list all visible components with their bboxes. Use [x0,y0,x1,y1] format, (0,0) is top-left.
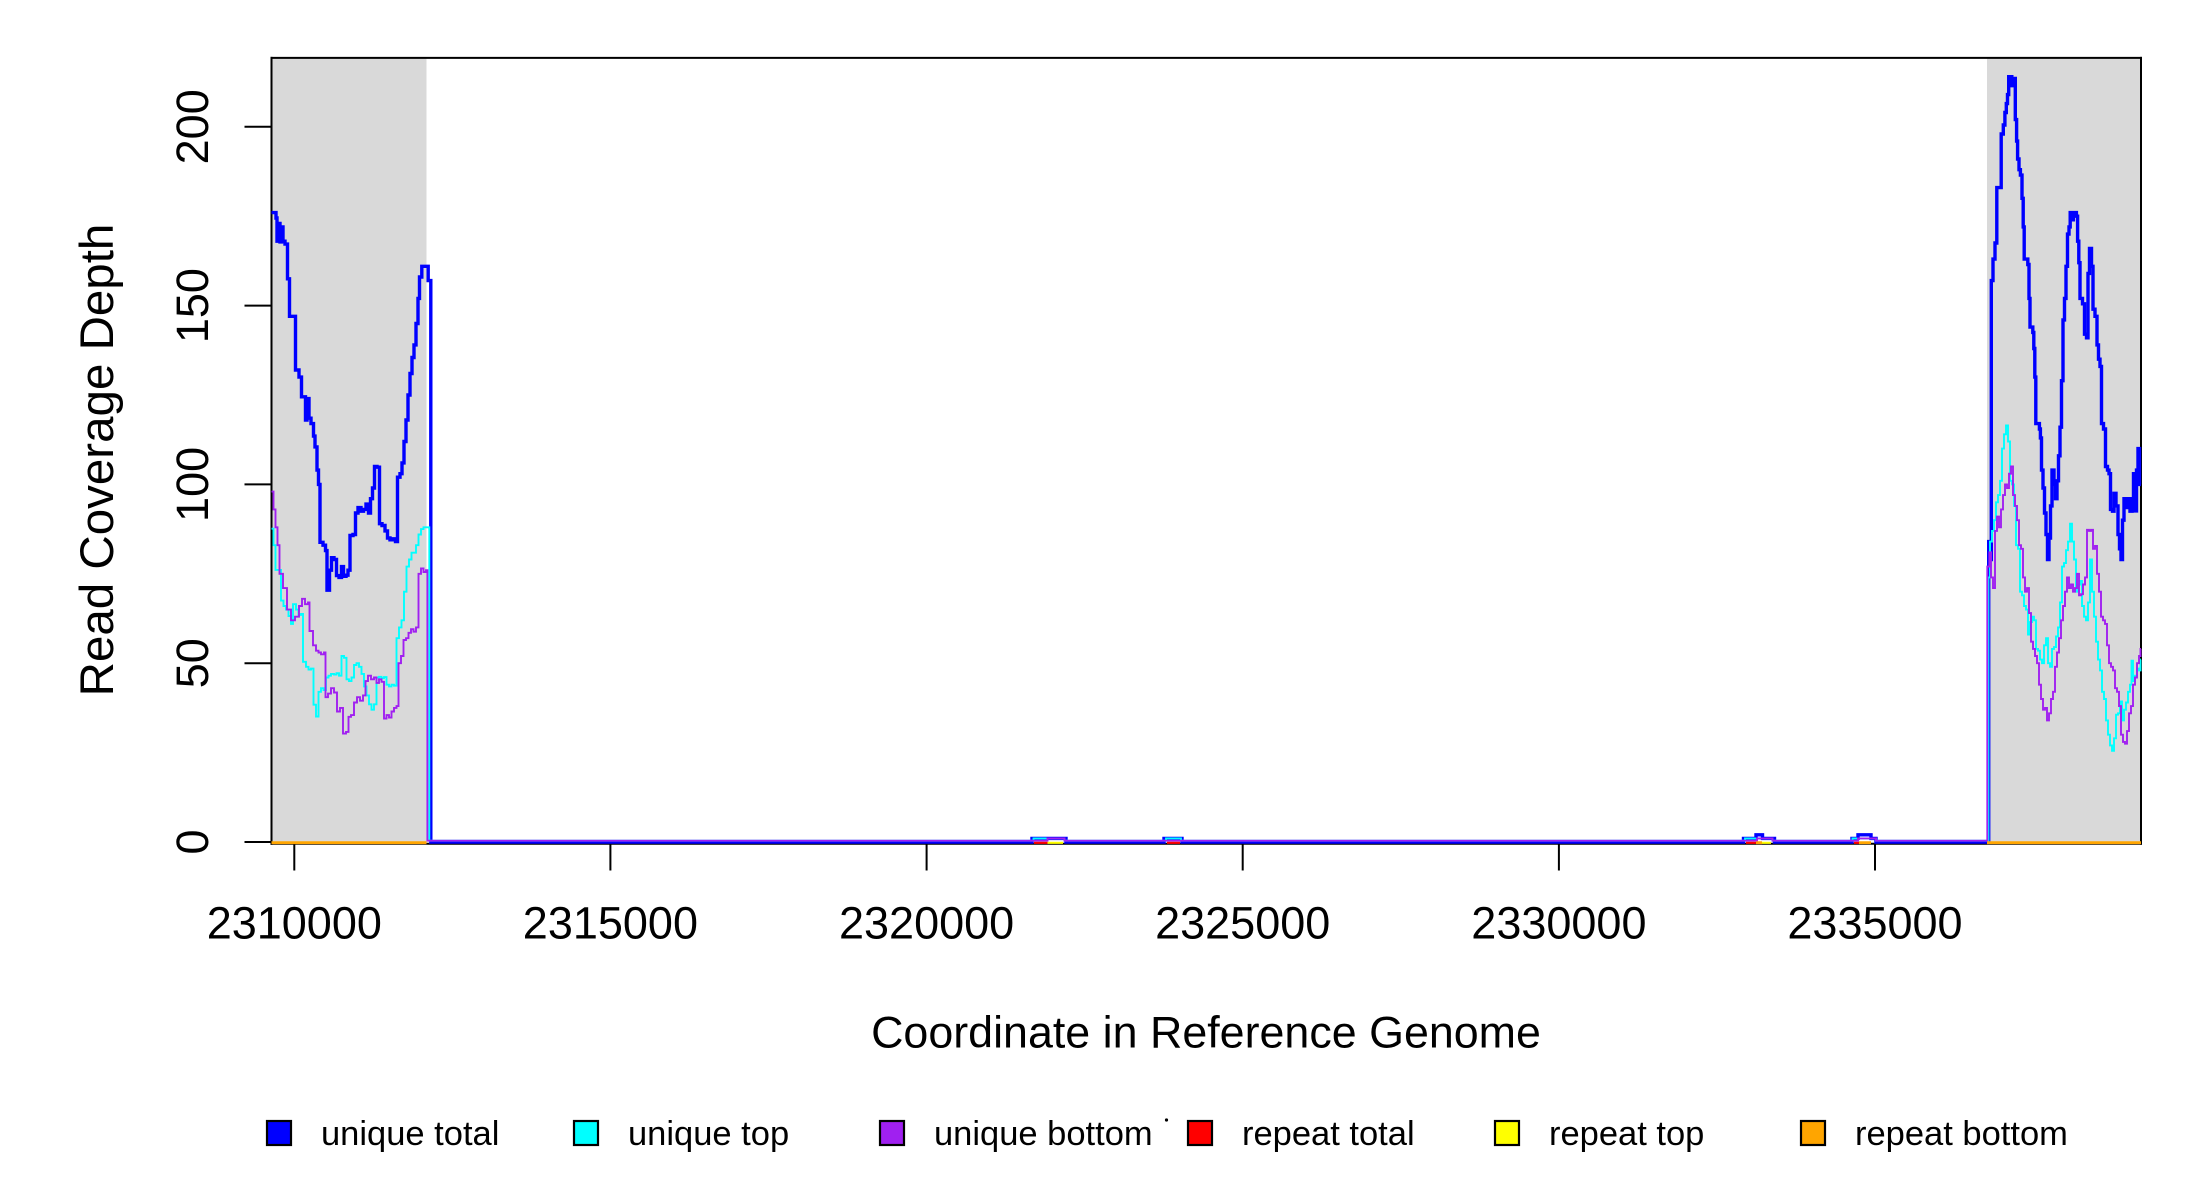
svg-text:50: 50 [167,638,218,688]
svg-text:repeat top: repeat top [1549,1115,1704,1153]
svg-text:2315000: 2315000 [523,898,698,949]
svg-text:unique top: unique top [628,1115,789,1153]
svg-text:unique total: unique total [321,1115,499,1153]
svg-text:0: 0 [167,829,218,854]
svg-text:Read Coverage Depth: Read Coverage Depth [71,224,124,697]
svg-text:150: 150 [167,268,218,343]
svg-text:200: 200 [167,89,218,164]
svg-text:2325000: 2325000 [1155,898,1330,949]
svg-text:2330000: 2330000 [1471,898,1646,949]
svg-text:100: 100 [167,447,218,522]
svg-text:2320000: 2320000 [839,898,1014,949]
svg-text:2335000: 2335000 [1787,898,1962,949]
svg-text:Coordinate in Reference Genome: Coordinate in Reference Genome [871,1008,1541,1058]
svg-text:repeat bottom: repeat bottom [1855,1115,2068,1153]
svg-text:repeat total: repeat total [1242,1115,1415,1153]
svg-text:unique bottom: unique bottom [934,1115,1153,1153]
svg-text:2310000: 2310000 [207,898,382,949]
